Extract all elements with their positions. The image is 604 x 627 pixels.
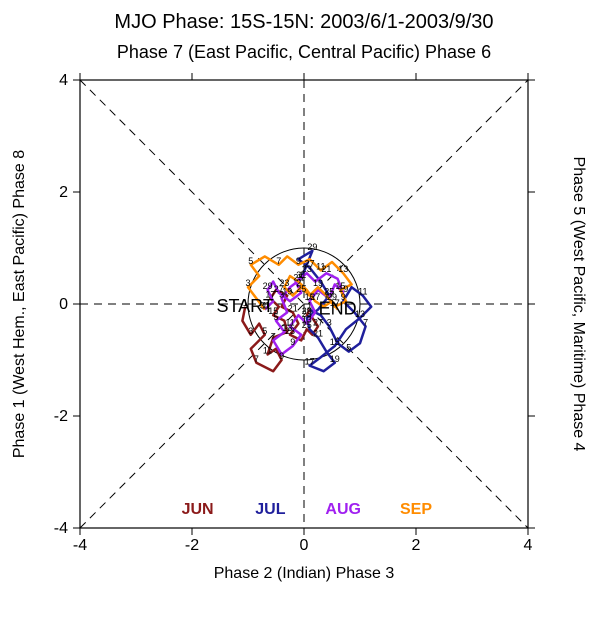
day-label: 11 [316, 261, 325, 271]
day-label: 5 [262, 326, 267, 336]
x-axis-label: Phase 2 (Indian) Phase 3 [214, 565, 395, 582]
x-tick-label: 4 [524, 537, 533, 554]
mjo-phase-diagram: -4-4-2-200224413579111315171921232527291… [0, 0, 604, 627]
y-tick-label: 4 [59, 72, 68, 89]
legend-item-aug: AUG [325, 501, 361, 518]
day-label: 9 [296, 256, 301, 266]
y-tick-label: -2 [54, 408, 68, 425]
day-label: 3 [248, 326, 253, 336]
end-label: END [319, 299, 357, 319]
legend-item-jul: JUL [255, 501, 285, 518]
day-label: 19 [330, 354, 340, 364]
day-label: 5 [346, 343, 351, 353]
day-label: 9 [290, 337, 295, 347]
day-label: 17 [305, 357, 315, 367]
day-label: 13 [302, 315, 312, 325]
day-label: 15 [335, 281, 345, 291]
day-label: 29 [263, 281, 273, 291]
day-label: 7 [276, 256, 281, 266]
day-label: 13 [338, 264, 348, 274]
day-label: 25 [293, 273, 303, 283]
y-tick-label: 0 [59, 296, 68, 313]
x-tick-label: -2 [185, 537, 199, 554]
subtitle-top: Phase 7 (East Pacific, Central Pacific) … [117, 42, 491, 62]
day-label: 21 [313, 329, 323, 339]
day-label: 21 [288, 303, 298, 313]
day-label: 29 [307, 242, 317, 252]
legend-item-sep: SEP [400, 501, 432, 518]
day-label: 19 [313, 278, 323, 288]
day-label: 11 [263, 345, 272, 355]
legend-item-jun: JUN [182, 501, 214, 518]
day-label: 9 [279, 351, 284, 361]
chart-svg: -4-4-2-200224413579111315171921232527291… [0, 0, 604, 627]
day-label: 5 [248, 256, 253, 266]
chart-title: MJO Phase: 15S-15N: 2003/6/1-2003/9/30 [114, 11, 493, 33]
y-tick-label: -4 [54, 520, 68, 537]
day-label: 27 [313, 317, 323, 327]
start-label: START [217, 296, 274, 316]
y-axis-label-right: Phase 5 (West Pacific, Maritime) Phase 4 [570, 157, 587, 452]
x-tick-label: 2 [412, 537, 421, 554]
day-label: 7 [271, 331, 276, 341]
day-label: 3 [245, 278, 250, 288]
day-label: 7 [254, 354, 259, 364]
day-label: 11 [285, 317, 294, 327]
day-label: 11 [358, 287, 367, 297]
y-tick-label: 2 [59, 184, 68, 201]
x-tick-label: -4 [73, 537, 87, 554]
y-axis-label-left: Phase 1 (West Hem., East Pacific) Phase … [11, 150, 28, 458]
day-label: 3 [327, 317, 332, 327]
day-label: 5 [273, 312, 278, 322]
x-tick-label: 0 [300, 537, 309, 554]
day-label: 15 [330, 337, 340, 347]
day-label: 23 [279, 278, 289, 288]
